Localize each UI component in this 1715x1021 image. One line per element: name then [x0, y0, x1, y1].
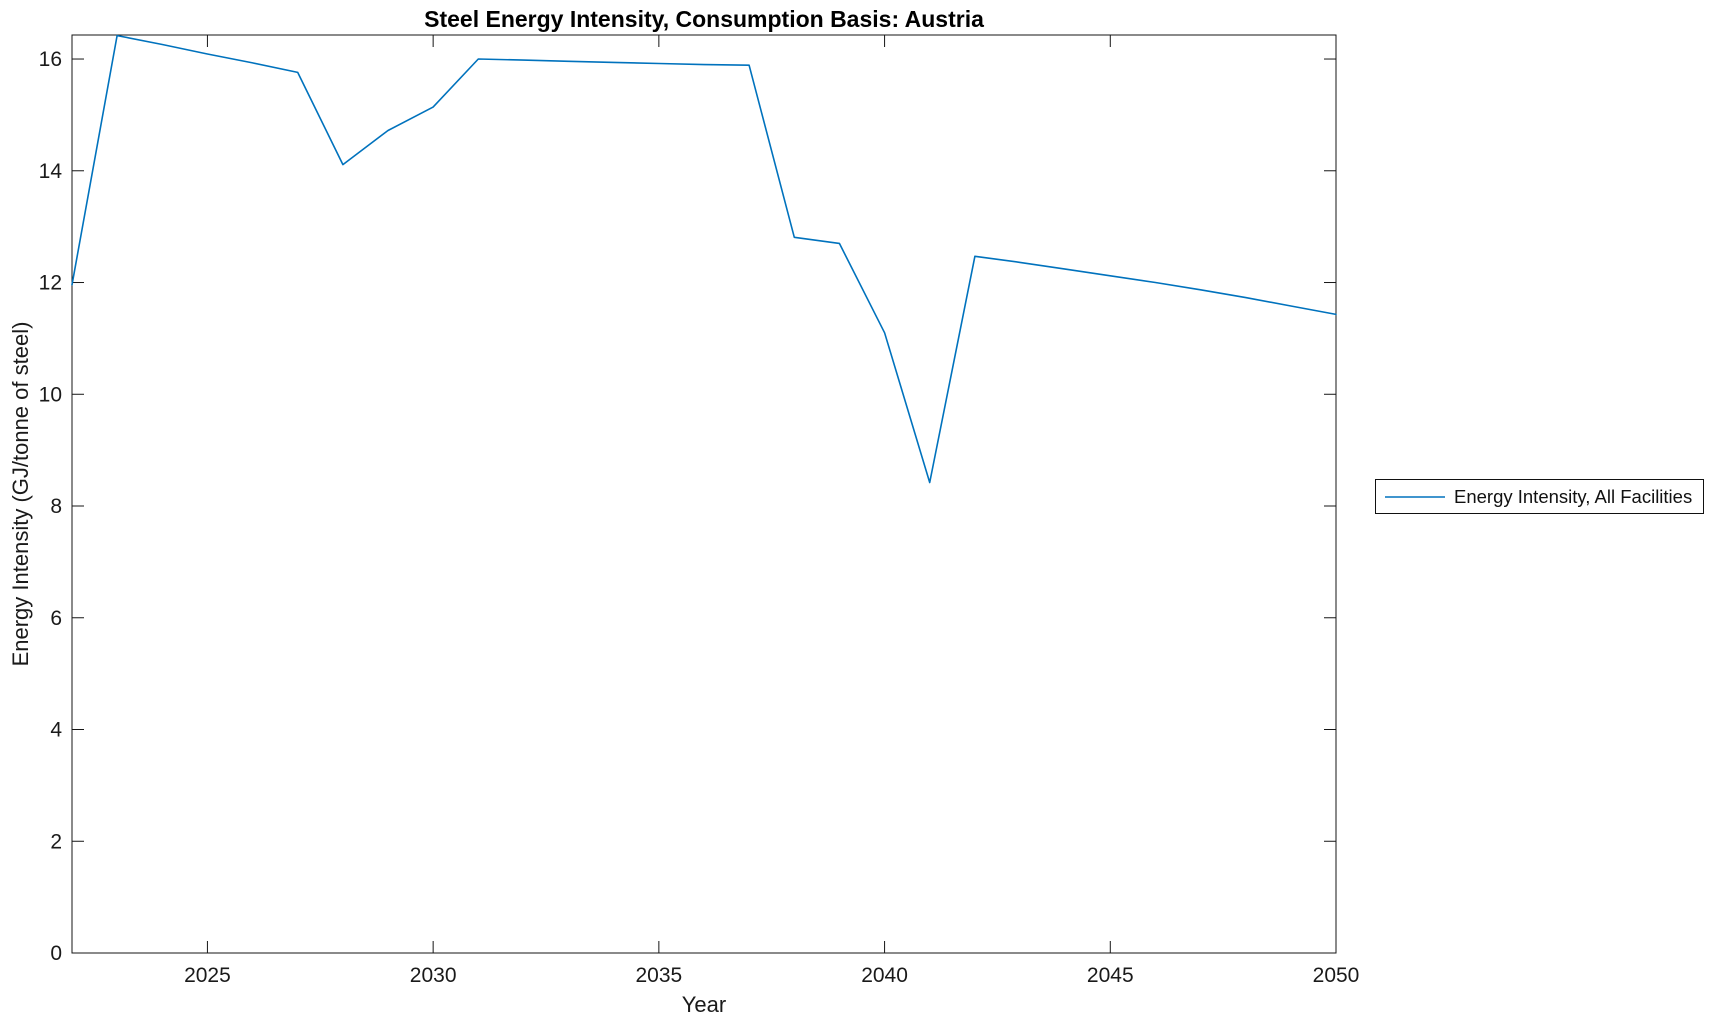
y-tick-label: 10: [39, 383, 62, 406]
x-tick-label: 2025: [184, 964, 231, 987]
x-tick-label: 2045: [1087, 964, 1134, 987]
legend-box: Energy Intensity, All Facilities: [1375, 479, 1705, 514]
chart-title: Steel Energy Intensity, Consumption Basi…: [424, 6, 984, 32]
y-tick-label: 8: [50, 495, 62, 518]
y-tick-label: 6: [50, 607, 62, 630]
y-tick-label: 4: [50, 719, 62, 742]
x-tick-label: 2050: [1313, 964, 1360, 987]
x-tick-label: 2035: [635, 964, 682, 987]
x-tick-label: 2040: [861, 964, 908, 987]
y-tick-label: 14: [39, 160, 63, 183]
x-tick-label: 2030: [410, 964, 457, 987]
legend-entry-label: Energy Intensity, All Facilities: [1454, 485, 1693, 507]
y-tick-label: 0: [50, 942, 62, 965]
axes-box: [71, 34, 1337, 954]
data-line: [71, 34, 1337, 484]
x-axis-label: Year: [681, 992, 727, 1017]
y-axis-label: Energy Intensity (GJ/tonne of steel): [8, 321, 33, 667]
legend-line-swatch: [1385, 495, 1445, 498]
y-tick-label: 16: [39, 48, 62, 71]
y-tick-label: 2: [50, 830, 62, 853]
y-tick-label: 12: [39, 272, 62, 295]
